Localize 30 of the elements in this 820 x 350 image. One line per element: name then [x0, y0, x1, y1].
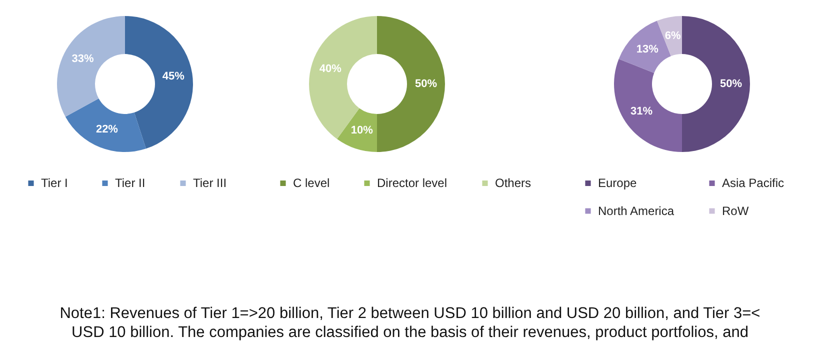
donut-slice [682, 16, 750, 152]
donut-slice [309, 16, 377, 140]
donut-slice [377, 16, 445, 152]
donut-slice [337, 108, 377, 152]
legend-label: C level [293, 176, 330, 190]
data-label: 45% [162, 70, 185, 82]
legend-label: Tier I [41, 176, 68, 190]
donut-slice [125, 16, 193, 149]
text: Note1: Revenues of Tier 1=>20 billion, Tier 2 between USD 10 billion and USD 20 billion, and Tier 3=< [58, 304, 762, 323]
legend-label: Director level [377, 176, 448, 190]
data-label: 40% [319, 62, 342, 75]
donut-slice [614, 58, 682, 152]
data-label: 6% [664, 30, 681, 42]
data-label: 13% [636, 43, 659, 56]
data-label: 50% [414, 78, 438, 90]
legend-label: North America [598, 204, 674, 218]
donut-slice [57, 16, 125, 117]
donut-slice [65, 98, 146, 152]
data-label: 22% [96, 124, 118, 136]
data-label: 50% [720, 78, 742, 90]
legend-label: Tier II [115, 176, 146, 190]
data-label: 33% [72, 53, 94, 66]
legend-label: Asia Pacific [722, 176, 784, 190]
legend-label: Europe [598, 176, 638, 190]
text: USD 10 billion. The companies are classified on the basis of their revenues, product portfolios, and [70, 323, 750, 342]
data-label: 10% [350, 124, 374, 137]
legend-label: Tier III [193, 176, 227, 190]
legend-label: RoW [722, 204, 750, 218]
legend-label: Others [495, 176, 532, 190]
data-label: 31% [630, 106, 653, 118]
